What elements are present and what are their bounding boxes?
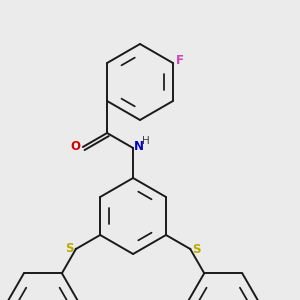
Text: F: F: [176, 55, 184, 68]
Text: N: N: [134, 140, 144, 154]
Text: O: O: [71, 140, 81, 154]
Text: S: S: [65, 242, 74, 256]
Text: H: H: [142, 136, 150, 146]
Text: S: S: [192, 242, 201, 256]
